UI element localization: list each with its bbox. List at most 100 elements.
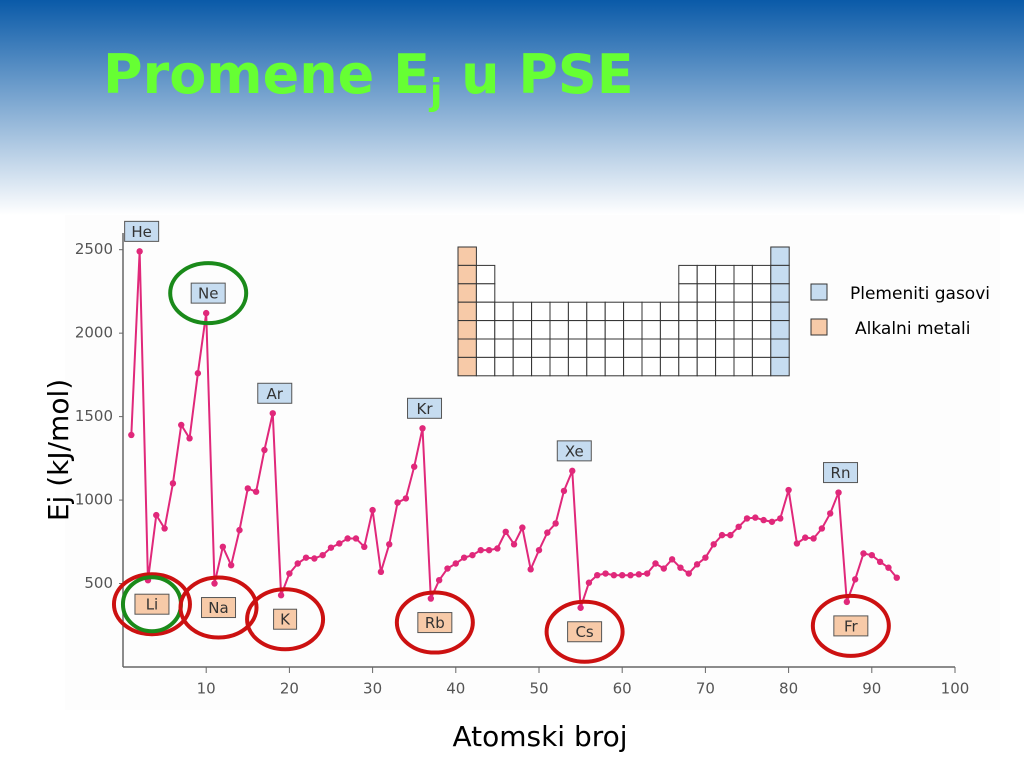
data-point: [635, 571, 643, 578]
data-point: [178, 421, 185, 429]
table-cell: [457, 246, 477, 266]
x-tick-label: 40: [446, 680, 465, 698]
data-point: [394, 499, 401, 506]
element-label: Fr: [844, 617, 859, 635]
data-point: [777, 515, 784, 522]
legend-swatch: [810, 283, 828, 301]
x-axis-label: Atomski broj: [452, 720, 627, 753]
table-cell: [770, 283, 790, 303]
x-tick-label: 30: [363, 680, 382, 698]
data-point: [843, 598, 851, 606]
data-point: [261, 446, 268, 454]
data-point: [577, 604, 584, 611]
highlight-circle: [394, 590, 475, 655]
data-point: [594, 571, 601, 579]
data-point: [419, 425, 426, 432]
data-point: [203, 309, 210, 317]
data-point: [477, 546, 484, 554]
table-cell: [770, 264, 790, 285]
legend-swatch: [810, 318, 828, 336]
data-point: [827, 510, 834, 517]
table-cell: [475, 356, 496, 377]
table-cell: [659, 320, 680, 340]
table-cell: [623, 356, 643, 377]
table-cell: [475, 283, 496, 303]
table-cell: [604, 356, 625, 377]
data-point: [153, 511, 160, 519]
data-point: [319, 551, 326, 559]
data-point: [668, 556, 676, 563]
data-point: [361, 543, 368, 551]
data-point: [727, 531, 734, 539]
slide-title: Promene Ej u PSE: [103, 43, 634, 113]
data-point: [818, 525, 826, 532]
table-cell: [567, 320, 588, 340]
data-point: [860, 550, 867, 557]
table-cell: [733, 356, 753, 377]
data-point: [435, 577, 443, 584]
y-tick-label: 2500: [75, 240, 113, 258]
data-point: [868, 551, 875, 559]
element-box: [257, 382, 293, 404]
data-point: [402, 495, 410, 502]
legend-label: Alkalni metali: [855, 319, 971, 339]
data-point: [344, 535, 351, 542]
table-cell: [641, 301, 661, 322]
table-cell: [623, 338, 643, 358]
table-cell: [457, 320, 477, 340]
table-cell: [475, 301, 496, 322]
data-point: [352, 535, 360, 542]
table-cell: [659, 338, 680, 358]
table-cell: [604, 301, 625, 322]
data-point: [835, 489, 842, 496]
data-point: [802, 534, 809, 541]
table-cell: [715, 283, 735, 303]
data-point: [194, 370, 202, 377]
element-box: [417, 612, 453, 634]
element-label: Ne: [198, 285, 218, 303]
table-cell: [457, 301, 477, 322]
data-point: [377, 568, 385, 576]
data-point: [585, 579, 593, 586]
data-point: [510, 541, 518, 548]
table-cell: [586, 320, 606, 340]
table-cell: [494, 320, 514, 340]
table-cell: [715, 338, 735, 358]
table-cell: [770, 301, 790, 322]
element-box: [556, 440, 592, 462]
data-point: [876, 558, 884, 566]
table-cell: [549, 356, 569, 377]
element-box: [823, 462, 859, 484]
x-tick-label: 10: [197, 680, 216, 698]
data-point: [336, 540, 343, 547]
data-point: [485, 546, 493, 554]
highlight-circle: [810, 593, 891, 658]
data-point: [569, 467, 576, 475]
table-cell: [475, 264, 496, 285]
table-cell: [531, 338, 551, 358]
data-point: [236, 526, 243, 534]
data-point: [768, 518, 776, 525]
table-cell: [733, 301, 753, 322]
data-point: [851, 576, 859, 583]
data-point: [460, 554, 468, 561]
data-point: [735, 523, 742, 530]
y-tick-label: 1500: [75, 407, 113, 425]
element-label: Kr: [417, 400, 434, 418]
data-point: [452, 560, 459, 567]
table-cell: [696, 264, 717, 285]
highlight-circle: [178, 575, 259, 640]
element-label: Ar: [267, 385, 284, 403]
data-point: [660, 565, 667, 572]
y-tick-label: 1000: [75, 491, 113, 509]
data-point: [219, 543, 227, 551]
table-cell: [770, 320, 790, 340]
data-point: [211, 580, 218, 587]
table-cell: [531, 356, 551, 377]
table-cell: [475, 338, 496, 358]
legend-label: Plemeniti gasovi: [850, 284, 990, 304]
table-cell: [586, 338, 606, 358]
title-main: Promene E: [103, 43, 430, 106]
